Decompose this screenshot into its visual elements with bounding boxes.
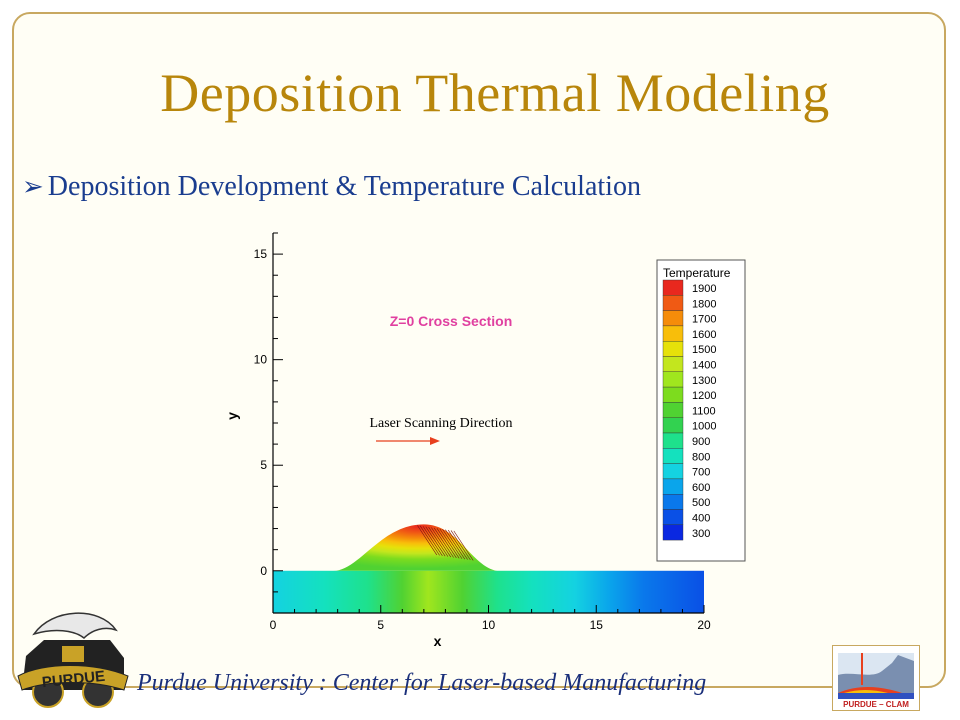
- y-tick-label: 15: [254, 247, 268, 261]
- laser-direction-label: Laser Scanning Direction: [369, 416, 512, 431]
- legend-swatch: [662, 371, 684, 388]
- legend-swatch: [662, 325, 684, 342]
- legend-level-label: 600: [692, 482, 710, 494]
- y-tick-label: 0: [260, 564, 267, 578]
- legend-swatch: [662, 463, 684, 480]
- legend-swatch: [662, 310, 684, 327]
- legend-swatch: [662, 295, 684, 311]
- footer-rule: [760, 686, 830, 688]
- y-tick-label: 10: [254, 353, 268, 367]
- heat-flux-vector: [442, 529, 463, 559]
- bullet-item: ➢ Deposition Development & Temperature Ca…: [22, 171, 641, 203]
- cross-section-label: Z=0 Cross Section: [390, 313, 513, 329]
- x-tick-label: 10: [482, 618, 496, 632]
- legend-level-label: 1700: [692, 314, 716, 326]
- heat-flux-vector: [453, 530, 474, 561]
- legend-level-label: 800: [692, 451, 710, 463]
- legend-level-label: 1000: [692, 421, 716, 433]
- y-axis-label: y: [224, 412, 240, 420]
- legend-swatch: [662, 509, 684, 526]
- legend-swatch: [662, 494, 684, 510]
- heat-flux-vector: [422, 526, 443, 556]
- legend-level-label: 300: [692, 528, 710, 540]
- temperature-legend: Temperature 1900 1800 1700 1600 1500 1400 1300…: [656, 259, 746, 562]
- axes: 0 5 10 15 20 0 5 10 15 x y: [224, 232, 711, 649]
- x-tick-label: 20: [697, 618, 711, 632]
- heat-flux-vector: [419, 525, 440, 556]
- plot-area: [273, 524, 704, 613]
- clam-logo: PURDUE – CLAM: [832, 645, 920, 716]
- x-axis-label: x: [434, 633, 442, 649]
- footer-text: Purdue University : Center for Laser-bas…: [137, 670, 707, 696]
- legend-level-label: 1900: [692, 283, 716, 295]
- legend-swatch: [662, 478, 684, 495]
- legend-level-label: 400: [692, 513, 710, 525]
- clam-logo-text: PURDUE – CLAM: [843, 700, 909, 709]
- x-tick-label: 15: [590, 618, 604, 632]
- legend-level-label: 1100: [692, 405, 716, 417]
- purdue-train-logo: PURDUE: [4, 606, 134, 715]
- heat-flux-vector: [431, 527, 452, 558]
- legend-level-label: 1800: [692, 298, 716, 310]
- purdue-logo-text: PURDUE: [41, 668, 106, 692]
- legend-level-label: 500: [692, 497, 710, 509]
- legend-level-label: 900: [692, 436, 710, 448]
- legend-title: Temperature: [663, 266, 731, 280]
- legend-swatch: [662, 432, 684, 449]
- heat-flux-vector: [450, 530, 471, 561]
- heat-flux-vector: [425, 526, 446, 557]
- legend-swatch: [662, 524, 684, 541]
- legend-swatch: [662, 417, 684, 434]
- legend-swatch: [662, 448, 684, 464]
- legend-level-label: 1600: [692, 329, 716, 341]
- heat-flux-vectors: [417, 525, 474, 561]
- legend-swatch: [662, 279, 684, 296]
- heat-flux-vector: [447, 529, 468, 560]
- x-tick-label: 5: [377, 618, 384, 632]
- heat-flux-vector: [445, 529, 466, 560]
- legend-items: 1900 1800 1700 1600 1500 1400 1300 1200 1100 1000…: [662, 279, 716, 541]
- x-tick-label: 0: [270, 618, 277, 632]
- legend-swatch: [662, 356, 684, 373]
- heat-flux-vector: [417, 525, 438, 556]
- deposition-bead: [333, 524, 498, 571]
- heat-flux-vector: [439, 528, 460, 559]
- bullet-text: Deposition Development & Temperature Cal…: [47, 171, 641, 202]
- heat-flux-vector: [428, 526, 449, 557]
- legend-level-label: 1300: [692, 375, 716, 387]
- legend-level-label: 1200: [692, 390, 716, 402]
- legend-level-label: 1400: [692, 360, 716, 372]
- legend-level-label: 700: [692, 467, 710, 479]
- heat-flux-vector: [436, 528, 457, 559]
- legend-level-label: 1500: [692, 344, 716, 356]
- slide-title: Deposition Thermal Modeling: [160, 63, 830, 123]
- legend-swatch: [662, 402, 684, 418]
- legend-swatch: [662, 340, 684, 357]
- laser-direction-arrow-icon: [376, 437, 440, 445]
- y-tick-label: 5: [260, 458, 267, 472]
- legend-swatch: [662, 386, 684, 403]
- heat-flux-vector: [433, 527, 454, 558]
- bullet-arrow-icon: ➢: [22, 172, 44, 201]
- temperature-contour-plot: 0 5 10 15 20 0 5 10 15 x y Z=0 Cross Section Laser…: [224, 232, 746, 649]
